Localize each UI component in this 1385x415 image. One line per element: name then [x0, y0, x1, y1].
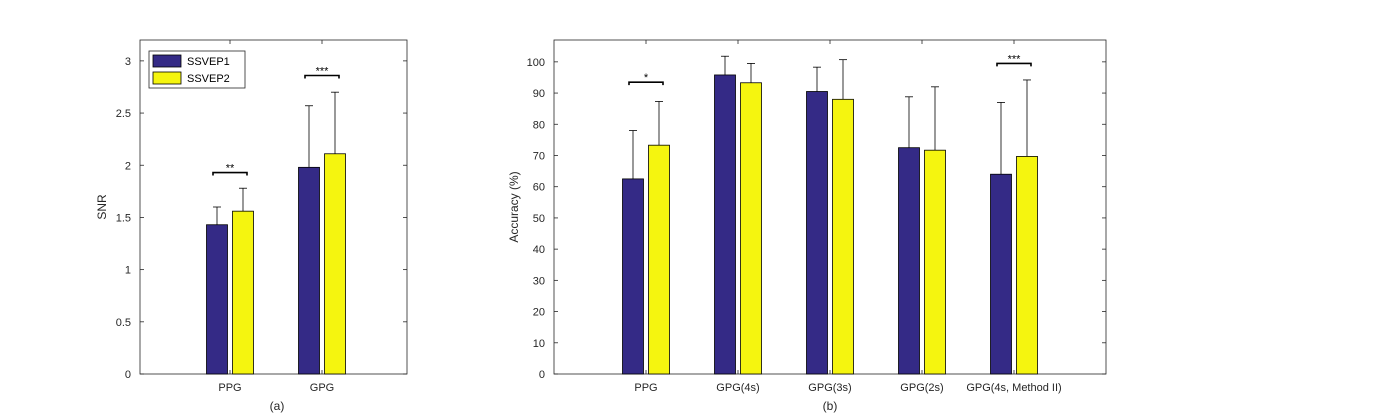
significance-label: *	[644, 72, 649, 84]
panel-b-chart: 0 10 20 30 40 50 60 70 80 90 100 PPG GPG(4s) GPG(3s)…	[507, 39, 1107, 413]
significance-bracket	[212, 171, 248, 176]
y-tick-label: 1.5	[116, 212, 131, 224]
panel-a-y-axis-label: SNR	[95, 194, 109, 220]
x-tick-label: GPG(4s, Method II)	[966, 382, 1061, 394]
y-tick-label: 2	[125, 160, 131, 172]
y-tick-label: 70	[533, 150, 545, 162]
y-tick-label: 0.5	[116, 317, 131, 329]
bar-ssvep1	[806, 91, 828, 375]
y-tick-label: 2.5	[116, 108, 131, 120]
panel-a-y-ticks: 0 0.5 1 1.5 2 2.5 3	[116, 56, 407, 381]
panel-b-caption: (b)	[823, 399, 838, 413]
panel-a-axes-box	[139, 39, 408, 375]
bar-ssvep2	[324, 153, 346, 375]
panel-b-error-bars	[629, 55, 1031, 179]
x-tick-label: PPG	[218, 382, 241, 394]
panel-b-axes-box	[553, 39, 1107, 375]
y-tick-label: 30	[533, 275, 545, 287]
bar-ssvep2	[740, 82, 762, 375]
y-tick-label: 20	[533, 307, 545, 319]
y-tick-label: 50	[533, 213, 545, 225]
bar-ssvep2	[832, 98, 854, 375]
y-tick-label: 40	[533, 244, 545, 256]
legend-swatch-ssvep2	[152, 71, 182, 85]
legend-swatch-ssvep1	[152, 54, 182, 68]
bar-ssvep1	[898, 147, 920, 375]
y-tick-label: 3	[125, 56, 131, 68]
legend-label-ssvep2: SSVEP2	[187, 73, 230, 85]
panel-b-x-ticks: PPG GPG(4s) GPG(3s) GPG(2s) GPG(4s, Method I…	[634, 40, 1062, 394]
bar-ssvep1	[714, 74, 736, 375]
significance-label: **	[226, 163, 235, 175]
y-tick-label: 100	[527, 57, 545, 69]
bar-ssvep2	[1016, 156, 1038, 375]
panel-a-bars	[206, 153, 346, 375]
bar-ssvep1	[990, 173, 1012, 375]
bar-ssvep2	[924, 149, 946, 375]
panel-b-y-axis-label: Accuracy (%)	[507, 171, 521, 242]
x-tick-label: GPG(4s)	[716, 382, 759, 394]
y-tick-label: 0	[539, 369, 545, 381]
bar-ssvep2	[232, 210, 254, 375]
significance-label: ***	[1008, 53, 1022, 65]
legend: SSVEP1 SSVEP2	[148, 50, 246, 89]
panel-a-error-bars	[213, 91, 339, 225]
panel-b-y-ticks: 0 10 20 30 40 50 60 70 80 90 100	[527, 57, 1106, 381]
panel-b-significance: ****	[628, 53, 1032, 86]
significance-bracket	[304, 74, 340, 79]
significance-bracket	[996, 62, 1032, 67]
y-tick-label: 10	[533, 338, 545, 350]
x-tick-label: GPG(3s)	[808, 382, 851, 394]
significance-bracket	[628, 81, 664, 86]
panel-a-significance: *****	[212, 65, 340, 176]
panel-a-x-ticks: PPG GPG	[218, 40, 334, 394]
x-tick-label: PPG	[634, 382, 657, 394]
x-tick-label: GPG	[310, 382, 334, 394]
y-tick-label: 0	[125, 369, 131, 381]
x-tick-label: GPG(2s)	[900, 382, 943, 394]
bar-ssvep1	[622, 178, 644, 375]
bar-ssvep1	[298, 166, 320, 375]
bar-ssvep1	[206, 224, 228, 375]
panel-a-caption: (a)	[270, 399, 285, 413]
bar-ssvep2	[648, 144, 670, 375]
y-tick-label: 80	[533, 119, 545, 131]
legend-label-ssvep1: SSVEP1	[187, 56, 230, 68]
y-tick-label: 60	[533, 182, 545, 194]
y-tick-label: 90	[533, 88, 545, 100]
y-tick-label: 1	[125, 265, 131, 277]
significance-label: ***	[316, 65, 330, 77]
panel-a-chart: 00.511.522.53 PPG GPG ***** SNR (a) SSVEP…	[95, 39, 408, 413]
